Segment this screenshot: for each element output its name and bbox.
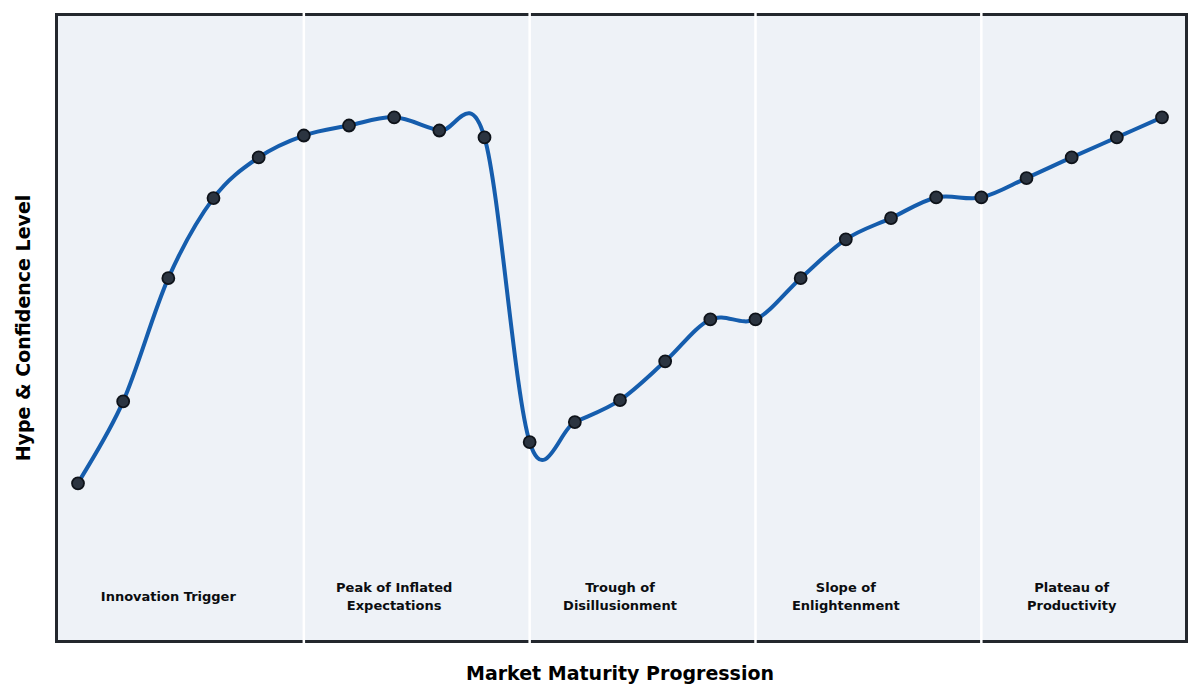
data-point — [117, 395, 129, 407]
x-axis-label: Market Maturity Progression — [466, 662, 774, 684]
data-point — [795, 272, 807, 284]
data-point — [433, 125, 445, 137]
data-point — [704, 313, 716, 325]
data-point — [162, 272, 174, 284]
hype-cycle-figure: Hype & Confidence Level Innovation Trigg… — [0, 0, 1200, 700]
hype-curve-line — [78, 113, 1162, 483]
data-point — [659, 355, 671, 367]
data-point — [750, 313, 762, 325]
data-point — [524, 436, 536, 448]
data-point — [975, 191, 987, 203]
data-point — [885, 212, 897, 224]
data-point — [1021, 172, 1033, 184]
data-point — [479, 131, 491, 143]
data-point — [1066, 151, 1078, 163]
hype-cycle-curve-canvas — [55, 13, 1188, 643]
data-point — [840, 233, 852, 245]
data-point — [343, 120, 355, 132]
data-point — [614, 394, 626, 406]
data-point — [298, 130, 310, 142]
data-point — [1156, 111, 1168, 123]
plot-area: Innovation TriggerPeak of Inflated Expec… — [55, 13, 1188, 643]
data-point — [253, 151, 265, 163]
data-point — [208, 192, 220, 204]
data-point — [569, 416, 581, 428]
y-axis-label: Hype & Confidence Level — [12, 195, 34, 462]
data-point — [72, 477, 84, 489]
data-point — [1111, 131, 1123, 143]
data-point — [930, 191, 942, 203]
data-point — [388, 111, 400, 123]
